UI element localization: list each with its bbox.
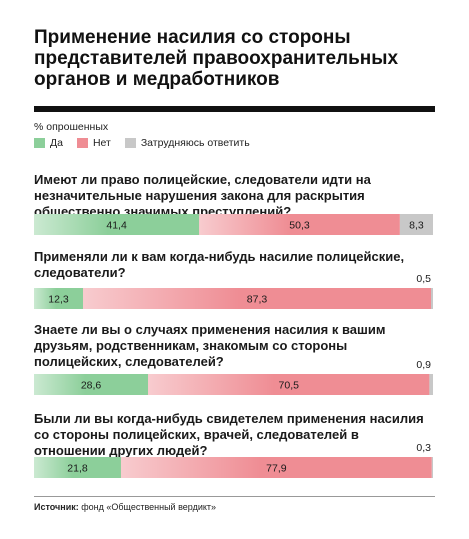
chart-title: Применение насилия со стороны представит… [34,27,399,90]
bar-sheen-no-q2 [83,288,240,309]
bar-label-unsure-q1: 8,3 [409,220,424,232]
bar-unsure-q3 [429,374,433,395]
legend-label-yes: Да [50,137,63,149]
source-text: фонд «Общественный вердикт» [78,502,217,512]
bar-sheen-no-q4 [120,457,261,478]
bar-unsure-q2 [431,288,433,309]
legend-item-yes: Да [34,137,63,149]
question-4: Были ли вы когда-нибудь свидетелем приме… [34,411,424,458]
legend-swatch-yes [34,138,45,148]
bar-label-yes-q1: 41,4 [106,220,127,232]
legend-item-no: Нет [76,137,111,149]
bar-sheen-yes-q4 [34,457,74,478]
source-divider [34,496,435,497]
bar-label-unsure-q4: 0,3 [416,442,431,454]
bar-sheen-yes-q1 [34,214,109,235]
bar-sheen-yes-q2 [34,288,57,309]
bar-label-unsure-q3: 0,9 [416,359,431,371]
unit-label: % опрошенных [34,121,109,133]
source: Источник: фонд «Общественный вердикт» [34,502,216,512]
legend-item-unsure: Затрудняюсь ответить [124,137,250,149]
bar-label-yes-q3: 28,6 [81,380,102,392]
legend-label-unsure: Затрудняюсь ответить [140,137,250,149]
bar-label-yes-q4: 21,8 [67,463,88,475]
bar-label-unsure-q2: 0,5 [416,273,431,285]
bar-label-yes-q2: 12,3 [48,294,69,306]
question-3: Знаете ли вы о случаях применения насили… [34,322,386,369]
legend: Да Нет Затрудняюсь ответить [34,137,264,149]
legend-swatch-no [76,138,88,148]
title-rule [34,106,435,112]
bar-sheen-yes-q3 [34,374,86,395]
legend-label-no: Нет [92,137,111,149]
source-label: Источник: [34,502,79,512]
bar-label-no-q1: 50,3 [289,220,310,232]
bar-unsure-q4 [431,457,433,478]
bar-sheen-no-q3 [148,374,275,395]
bar-sheen-no-q1 [199,214,290,235]
legend-swatch-unsure [124,138,136,148]
bar-label-no-q4: 77,9 [266,463,287,475]
bar-label-no-q3: 70,5 [279,380,300,392]
bar-label-no-q2: 87,3 [247,294,268,306]
question-2: Применяли ли к вам когда-нибудь насилие … [34,249,405,280]
bar-unsure-q1 [399,214,433,235]
